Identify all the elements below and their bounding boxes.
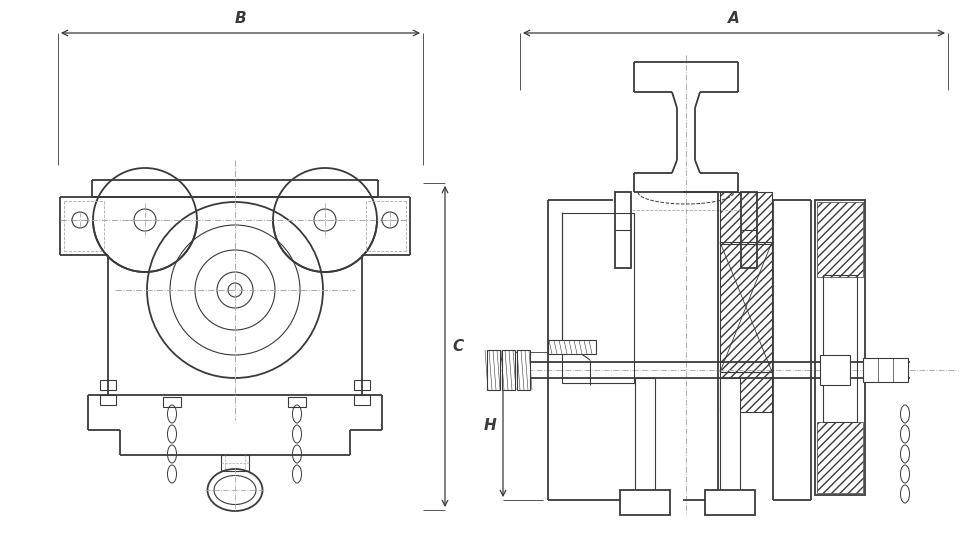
Bar bbox=[517, 350, 530, 390]
Bar bbox=[487, 350, 500, 390]
Bar bbox=[615, 192, 631, 268]
Bar bbox=[221, 455, 249, 471]
Bar bbox=[635, 378, 655, 493]
Bar bbox=[100, 380, 116, 390]
Bar bbox=[354, 395, 370, 405]
Bar bbox=[705, 490, 755, 515]
Bar bbox=[622, 492, 668, 514]
Bar bbox=[720, 242, 772, 372]
Bar bbox=[741, 192, 757, 268]
Bar bbox=[823, 275, 857, 422]
Bar bbox=[720, 242, 772, 372]
Bar bbox=[707, 492, 753, 514]
Bar bbox=[288, 397, 306, 407]
Bar bbox=[720, 372, 772, 412]
Bar bbox=[815, 200, 865, 495]
Bar bbox=[817, 422, 863, 493]
Bar bbox=[354, 380, 370, 390]
Text: B: B bbox=[234, 11, 246, 26]
Bar bbox=[100, 395, 116, 405]
Bar bbox=[820, 355, 850, 385]
Bar bbox=[548, 340, 596, 354]
Text: A: A bbox=[728, 11, 740, 26]
Bar bbox=[502, 350, 515, 390]
Bar bbox=[163, 397, 181, 407]
Bar bbox=[720, 378, 740, 493]
Bar bbox=[720, 192, 772, 244]
Bar bbox=[720, 372, 772, 412]
Text: H: H bbox=[483, 418, 496, 434]
Bar bbox=[562, 213, 634, 383]
Bar bbox=[817, 202, 863, 277]
Bar bbox=[863, 358, 908, 382]
Text: C: C bbox=[452, 339, 464, 354]
Bar bbox=[720, 192, 772, 244]
Bar bbox=[620, 490, 670, 515]
